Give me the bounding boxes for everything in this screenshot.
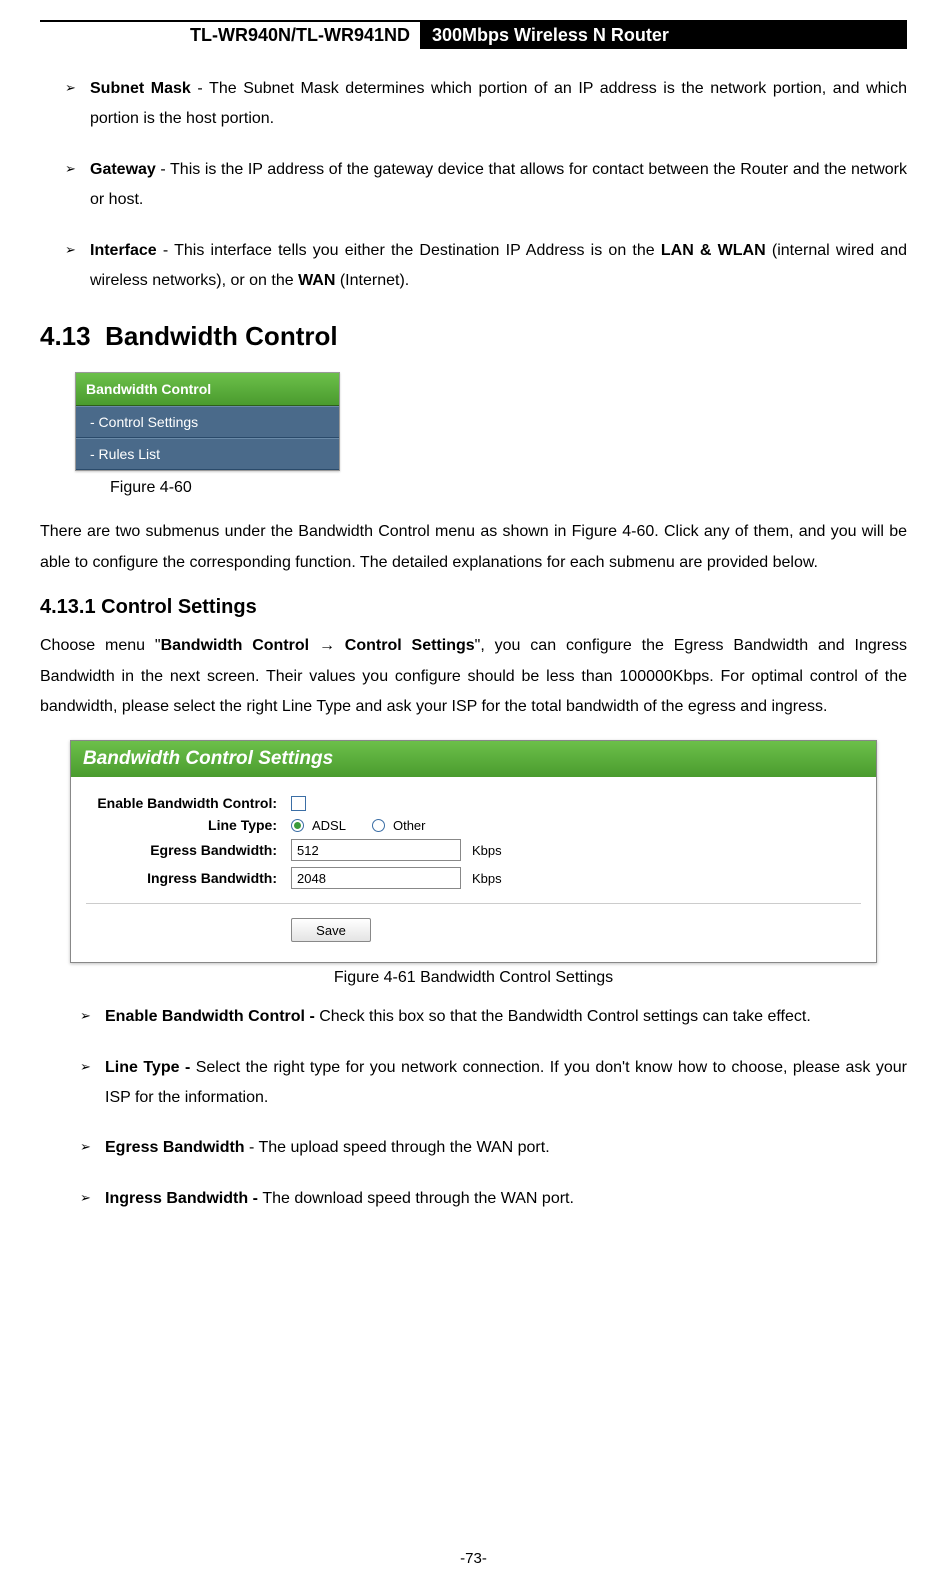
section-heading: 4.13 Bandwidth Control — [40, 321, 907, 352]
bullet-interface: Interface - This interface tells you eit… — [70, 236, 907, 297]
page-number: -73- — [0, 1550, 947, 1567]
header-model: TL-WR940N/TL-WR941ND — [180, 22, 420, 49]
top-bullet-list: Subnet Mask - The Subnet Mask determines… — [70, 74, 907, 296]
term: Egress Bandwidth — [105, 1139, 245, 1156]
enable-label: Enable Bandwidth Control: — [81, 795, 291, 811]
egress-unit: Kbps — [469, 843, 502, 858]
settings-panel-title: Bandwidth Control Settings — [71, 741, 876, 777]
radio-adsl-label: ADSL — [312, 818, 346, 833]
desc: - The upload speed through the WAN port. — [245, 1139, 550, 1156]
save-button[interactable]: Save — [291, 918, 371, 942]
term: Enable Bandwidth Control - — [105, 1008, 319, 1025]
ingress-label: Ingress Bandwidth: — [81, 870, 291, 886]
subsection-heading: 4.13.1 Control Settings — [40, 596, 907, 619]
pre: - This interface tells you either the De… — [157, 242, 661, 259]
egress-input[interactable] — [291, 839, 461, 861]
ingress-input[interactable] — [291, 867, 461, 889]
term: Ingress Bandwidth - — [105, 1190, 262, 1207]
radio-adsl[interactable] — [291, 819, 304, 832]
bullet-ingress: Ingress Bandwidth - The download speed t… — [85, 1184, 907, 1214]
menu-header[interactable]: Bandwidth Control — [76, 373, 339, 406]
bold1: Bandwidth Control → Control Settings — [161, 637, 475, 654]
radio-other[interactable] — [372, 819, 385, 832]
bullet-subnet-mask: Subnet Mask - The Subnet Mask determines… — [70, 74, 907, 135]
figure-61-caption: Figure 4-61 Bandwidth Control Settings — [40, 969, 907, 987]
menu-item-rules-list[interactable]: - Rules List — [76, 438, 339, 470]
submenus-paragraph: There are two submenus under the Bandwid… — [40, 517, 907, 578]
header-product: 300Mbps Wireless N Router — [420, 22, 907, 49]
line-type-label: Line Type: — [81, 817, 291, 833]
bottom-bullet-list: Enable Bandwidth Control - Check this bo… — [85, 1002, 907, 1214]
section-number: 4.13 — [40, 321, 91, 351]
pre: Choose menu " — [40, 637, 161, 654]
desc: Select the right type for you network co… — [105, 1059, 907, 1106]
egress-label: Egress Bandwidth: — [81, 842, 291, 858]
save-row: Save — [81, 904, 866, 952]
row-egress: Egress Bandwidth: Kbps — [81, 839, 866, 861]
bandwidth-settings-panel: Bandwidth Control Settings Enable Bandwi… — [70, 740, 877, 963]
desc: The download speed through the WAN port. — [262, 1190, 574, 1207]
bullet-egress: Egress Bandwidth - The upload speed thro… — [85, 1133, 907, 1163]
row-enable: Enable Bandwidth Control: — [81, 795, 866, 811]
settings-body: Enable Bandwidth Control: Line Type: ADS… — [71, 777, 876, 962]
menu-item-control-settings[interactable]: - Control Settings — [76, 406, 339, 438]
term: Interface — [90, 242, 157, 259]
page-header: TL-WR940N/TL-WR941ND 300Mbps Wireless N … — [40, 20, 907, 49]
control-settings-paragraph: Choose menu "Bandwidth Control → Control… — [40, 631, 907, 722]
bold2: WAN — [298, 272, 335, 289]
enable-checkbox[interactable] — [291, 796, 306, 811]
post: (Internet). — [335, 272, 409, 289]
bullet-line-type: Line Type - Select the right type for yo… — [85, 1053, 907, 1114]
term: Gateway — [90, 161, 156, 178]
ingress-unit: Kbps — [469, 871, 502, 886]
desc: - The Subnet Mask determines which porti… — [90, 80, 907, 127]
figure-60-caption: Figure 4-60 — [110, 479, 907, 497]
row-ingress: Ingress Bandwidth: Kbps — [81, 867, 866, 889]
section-title: Bandwidth Control — [105, 321, 338, 351]
desc: Check this box so that the Bandwidth Con… — [319, 1008, 811, 1025]
term: Subnet Mask — [90, 80, 191, 97]
term: Line Type - — [105, 1059, 196, 1076]
bullet-enable-bw: Enable Bandwidth Control - Check this bo… — [85, 1002, 907, 1032]
desc: - This is the IP address of the gateway … — [90, 161, 907, 208]
radio-other-label: Other — [393, 818, 426, 833]
row-line-type: Line Type: ADSL Other — [81, 817, 866, 833]
bandwidth-menu: Bandwidth Control - Control Settings - R… — [75, 372, 340, 471]
bullet-gateway: Gateway - This is the IP address of the … — [70, 155, 907, 216]
bold1: LAN & WLAN — [661, 242, 766, 259]
